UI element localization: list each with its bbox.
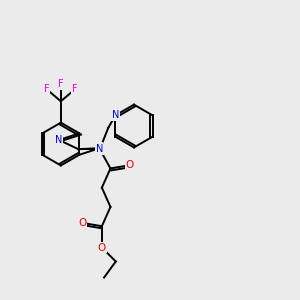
Text: O: O (126, 160, 134, 170)
Text: O: O (98, 243, 106, 253)
Text: N: N (112, 110, 119, 120)
Text: S: S (97, 143, 103, 153)
Text: N: N (96, 144, 103, 154)
Text: F: F (58, 79, 64, 89)
Text: N: N (55, 135, 63, 145)
Text: F: F (44, 85, 50, 94)
Text: O: O (79, 218, 87, 228)
Text: F: F (72, 85, 78, 94)
